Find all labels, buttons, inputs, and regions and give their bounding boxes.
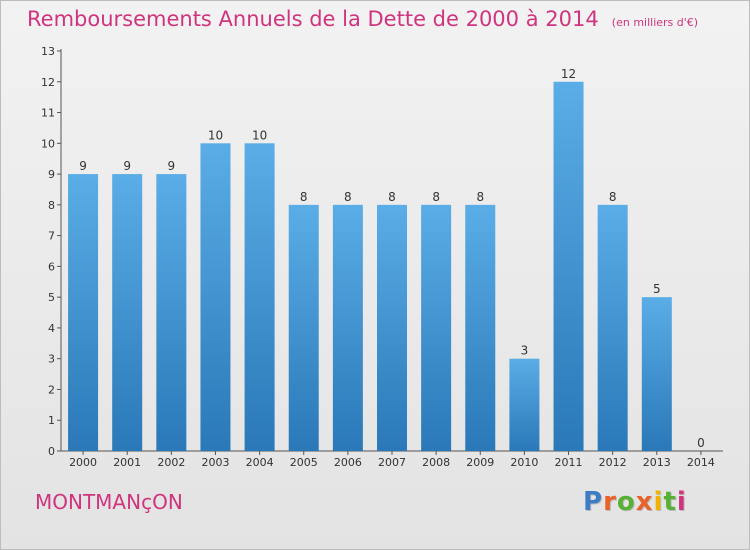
data-label: 8 bbox=[388, 190, 396, 204]
bar bbox=[244, 143, 275, 452]
x-tick-label: 2001 bbox=[113, 456, 141, 469]
bar bbox=[421, 204, 452, 451]
x-tick-label: 2000 bbox=[69, 456, 97, 469]
bar bbox=[156, 174, 187, 452]
x-tick-label: 2009 bbox=[466, 456, 494, 469]
data-label: 8 bbox=[432, 190, 440, 204]
x-tick-label: 2004 bbox=[246, 456, 274, 469]
x-tick-label: 2006 bbox=[334, 456, 362, 469]
data-label: 8 bbox=[609, 190, 617, 204]
y-tick-label: 4 bbox=[48, 322, 55, 335]
y-tick-label: 0 bbox=[48, 445, 55, 458]
bar bbox=[465, 204, 496, 451]
labels: 0123456789101112132000920019200292003102… bbox=[41, 45, 715, 469]
y-tick-label: 10 bbox=[41, 137, 55, 150]
x-tick-label: 2007 bbox=[378, 456, 406, 469]
x-tick-label: 2005 bbox=[290, 456, 318, 469]
bar bbox=[288, 204, 319, 451]
bar bbox=[332, 204, 363, 451]
y-tick-label: 7 bbox=[48, 230, 55, 243]
x-tick-label: 2002 bbox=[157, 456, 185, 469]
data-label: 10 bbox=[208, 128, 223, 142]
data-label: 8 bbox=[300, 190, 308, 204]
y-tick-label: 5 bbox=[48, 291, 55, 304]
bar bbox=[597, 204, 628, 451]
chart-subtitle: (en milliers d'€) bbox=[611, 16, 699, 29]
bars bbox=[68, 81, 672, 452]
data-label: 9 bbox=[168, 159, 176, 173]
data-label: 9 bbox=[79, 159, 87, 173]
y-tick-label: 6 bbox=[48, 260, 55, 273]
commune-name: MONTMANçON bbox=[35, 490, 183, 514]
y-tick-label: 1 bbox=[48, 414, 55, 427]
proxiti-logo: Proxiti bbox=[583, 487, 687, 517]
x-tick-label: 2013 bbox=[643, 456, 671, 469]
chart-title: Remboursements Annuels de la Dette de 20… bbox=[27, 7, 599, 31]
logo-letter: r bbox=[603, 487, 617, 517]
logo-letter: o bbox=[616, 487, 636, 517]
logo-letter: i bbox=[653, 487, 664, 517]
data-label: 12 bbox=[561, 67, 576, 81]
bar bbox=[68, 174, 99, 452]
bar bbox=[509, 358, 540, 451]
y-tick-label: 3 bbox=[48, 353, 55, 366]
logo-letter: t bbox=[663, 487, 677, 517]
data-label: 9 bbox=[123, 159, 131, 173]
logo-letter: P bbox=[583, 487, 604, 517]
y-tick-label: 8 bbox=[48, 199, 55, 212]
y-tick-label: 2 bbox=[48, 383, 55, 396]
x-tick-label: 2012 bbox=[599, 456, 627, 469]
x-tick-label: 2011 bbox=[555, 456, 583, 469]
y-tick-label: 13 bbox=[41, 45, 55, 58]
x-tick-label: 2014 bbox=[687, 456, 715, 469]
data-label: 3 bbox=[521, 344, 529, 358]
data-label: 0 bbox=[697, 436, 705, 450]
data-label: 8 bbox=[476, 190, 484, 204]
x-tick-label: 2010 bbox=[510, 456, 538, 469]
y-tick-label: 12 bbox=[41, 76, 55, 89]
data-label: 8 bbox=[344, 190, 352, 204]
bar bbox=[200, 143, 231, 452]
bar bbox=[112, 174, 143, 452]
title-line: Remboursements Annuels de la Dette de 20… bbox=[27, 7, 698, 31]
y-tick-label: 9 bbox=[48, 168, 55, 181]
x-tick-label: 2003 bbox=[201, 456, 229, 469]
bar bbox=[553, 81, 584, 452]
bar bbox=[377, 204, 407, 451]
logo-letter: x bbox=[635, 487, 654, 517]
logo-letter: i bbox=[676, 487, 687, 517]
x-tick-label: 2008 bbox=[422, 456, 450, 469]
data-label: 10 bbox=[252, 128, 267, 142]
y-tick-label: 11 bbox=[41, 107, 55, 120]
data-label: 5 bbox=[653, 282, 661, 296]
bar bbox=[641, 297, 672, 451]
